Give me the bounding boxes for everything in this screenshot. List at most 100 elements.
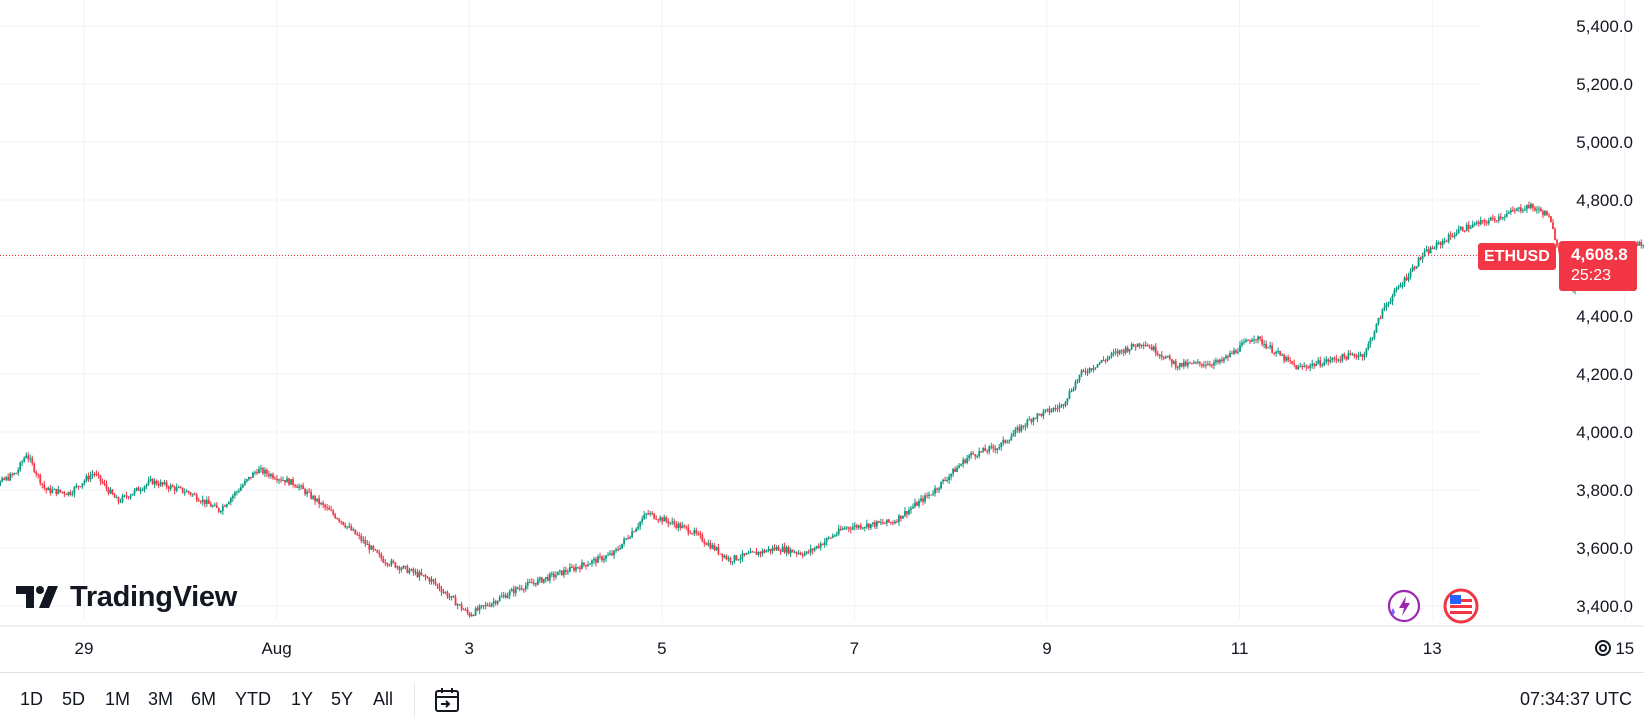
candle-body <box>791 549 794 553</box>
candle-body <box>199 501 202 503</box>
us-flag-icon[interactable] <box>1443 588 1479 624</box>
last-price-value: 4,608.8 <box>1571 245 1628 264</box>
candle-body <box>548 573 551 581</box>
candle-body <box>1367 343 1370 349</box>
candle-body <box>857 525 860 528</box>
candle-body <box>382 558 385 563</box>
candle-body <box>414 571 417 573</box>
logo-text: TradingView <box>70 580 237 613</box>
candle-body <box>1459 227 1462 230</box>
time-axis[interactable]: 29Aug3579111315171921232527 <box>0 625 1644 658</box>
candle-body <box>1219 359 1221 363</box>
range-button-1m[interactable]: 1M <box>105 689 131 709</box>
candle-body <box>569 566 571 572</box>
candle-body <box>408 570 411 573</box>
price-chart[interactable]: 3,400.0 3,600.0 3,800.0 4,000.0 4,200.0 4,400… <box>0 0 1644 672</box>
candle-body <box>1227 355 1229 358</box>
candle-body <box>1158 354 1161 356</box>
candle-body <box>400 568 403 570</box>
candle-body <box>1556 239 1558 247</box>
candle-body <box>617 549 619 551</box>
lightning-icon[interactable] <box>1387 589 1421 623</box>
candle-body <box>340 521 343 523</box>
candle-body <box>159 482 162 486</box>
candle-body <box>119 501 122 503</box>
candle-body <box>1060 404 1063 407</box>
candle-body <box>1204 364 1207 366</box>
range-button-5y[interactable]: 5Y <box>331 689 354 709</box>
candle-body <box>284 480 286 483</box>
candle-body <box>392 560 395 563</box>
candle-body <box>466 609 469 613</box>
candle-body <box>1253 339 1255 341</box>
candle-body <box>745 553 748 555</box>
candle-body <box>1437 242 1440 244</box>
candle-body <box>1525 205 1528 210</box>
candle-body <box>795 552 798 554</box>
candle-body <box>693 530 696 534</box>
candle-body <box>326 507 329 509</box>
goto-date-calendar-icon[interactable] <box>432 685 462 715</box>
candle-body <box>954 468 957 472</box>
candle-body <box>1102 360 1105 362</box>
candle-body <box>1082 370 1085 372</box>
candle-body <box>699 533 702 536</box>
candle-body <box>1343 354 1346 357</box>
candle-body <box>388 564 391 566</box>
candle-body <box>1146 345 1149 347</box>
candle-body <box>179 487 182 489</box>
range-button-3m[interactable]: 3M <box>148 689 174 709</box>
candle-body <box>1040 413 1043 416</box>
candle-body <box>57 489 60 494</box>
candle-body <box>27 455 30 459</box>
candle-body <box>181 487 184 493</box>
candle-body <box>1389 301 1392 304</box>
utc-clock[interactable]: 07:34:37 UTC <box>1519 689 1632 709</box>
candle-body <box>1026 419 1029 426</box>
candle-body <box>1247 340 1249 342</box>
candle-body <box>432 579 435 582</box>
range-button-all[interactable]: All <box>373 689 394 709</box>
candle-body <box>171 485 174 488</box>
range-button-1d[interactable]: 1D <box>20 689 44 709</box>
range-button-6m[interactable]: 6M <box>191 689 217 709</box>
candle-body <box>462 609 465 611</box>
candle-body <box>1034 417 1037 419</box>
candle-body <box>1479 220 1482 225</box>
candle-body <box>402 566 405 569</box>
candle-body <box>362 539 365 541</box>
candle-body <box>41 483 44 485</box>
candle-body <box>522 589 525 591</box>
candle-body <box>1221 359 1223 362</box>
candle-body <box>504 595 507 598</box>
candle-body <box>1546 211 1548 216</box>
candle-body <box>671 521 674 523</box>
candle-body <box>376 550 379 553</box>
candle-body <box>813 548 816 551</box>
range-button-5d[interactable]: 5D <box>62 689 86 709</box>
candle-body <box>1335 358 1338 361</box>
candle-body <box>73 487 76 494</box>
range-button-1y[interactable]: 1Y <box>291 689 314 709</box>
candle-body <box>23 457 26 462</box>
candle-body <box>1509 210 1512 213</box>
settings-gear-icon[interactable] <box>1595 640 1611 656</box>
range-button-ytd[interactable]: YTD <box>235 689 271 709</box>
candle-body <box>536 579 539 585</box>
candle-body <box>450 595 453 598</box>
candle-body <box>262 468 264 474</box>
candle-body <box>691 533 694 535</box>
candle-body <box>1120 349 1123 351</box>
candle-body <box>737 559 740 561</box>
candle-body <box>825 538 828 542</box>
candle-body <box>1327 359 1330 362</box>
candle-body <box>605 555 607 559</box>
candle-body <box>1164 356 1167 359</box>
candle-body <box>845 527 848 529</box>
candle-body <box>448 597 451 599</box>
candle-body <box>1339 359 1342 361</box>
candle-body <box>1030 419 1033 422</box>
candle-body <box>1148 346 1151 348</box>
candle-body <box>9 474 12 481</box>
